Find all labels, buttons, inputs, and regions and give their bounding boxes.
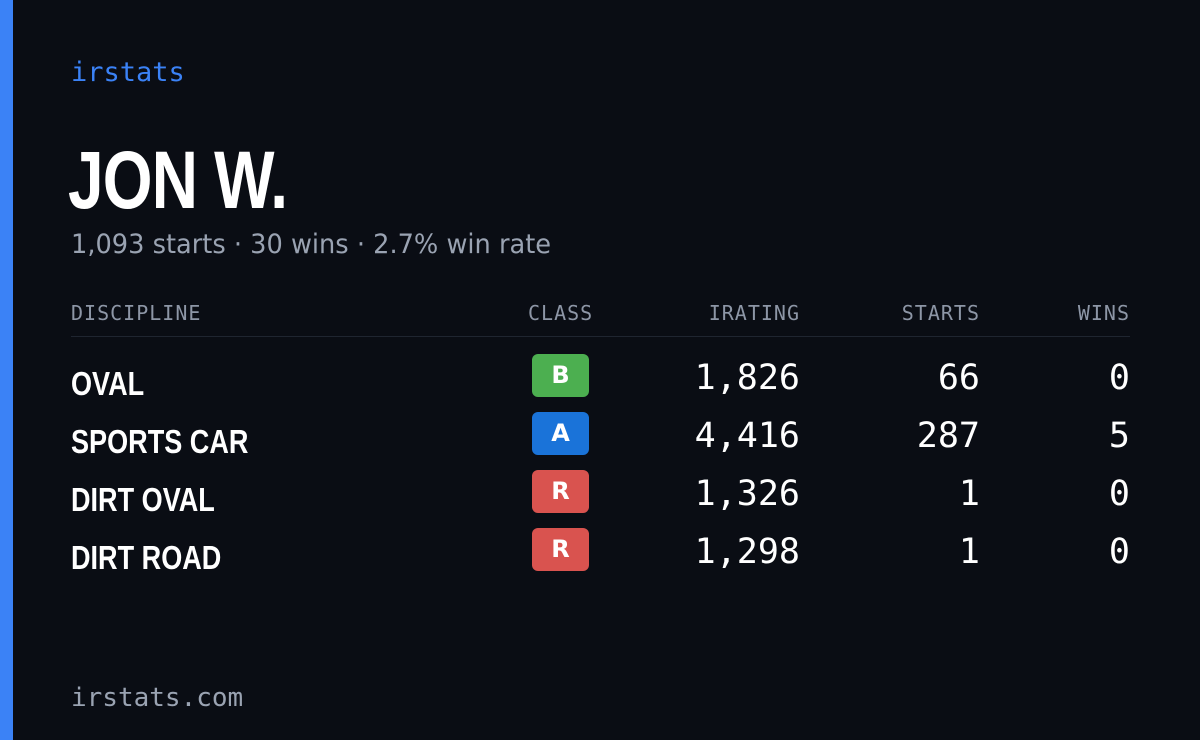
wins-value: 0 (1108, 358, 1130, 398)
table-row: SPORTS CAR A 4,416 287 5 (0, 408, 1200, 466)
irating-value: 1,826 (694, 358, 800, 398)
irating-value: 1,326 (694, 474, 800, 514)
class-badge: R (532, 470, 589, 513)
discipline-label: SPORTS CAR (71, 423, 249, 460)
wins-value: 5 (1108, 416, 1130, 456)
header-divider (71, 336, 1130, 337)
starts-value: 287 (916, 416, 980, 456)
column-header-class: CLASS (528, 301, 594, 325)
discipline-label: DIRT OVAL (71, 481, 215, 518)
column-header-discipline: DISCIPLINE (71, 301, 202, 325)
starts-value: 66 (937, 358, 980, 398)
column-header-wins: WINS (1077, 301, 1130, 325)
wins-value: 0 (1108, 532, 1130, 572)
discipline-label: OVAL (71, 365, 145, 402)
irating-value: 4,416 (694, 416, 800, 456)
class-badge: A (532, 412, 589, 455)
driver-name: JON W. (68, 135, 288, 226)
class-badge: B (532, 354, 589, 397)
footer-url: irstats.com (71, 683, 244, 713)
class-badge: R (532, 528, 589, 571)
discipline-label: DIRT ROAD (71, 539, 222, 576)
wins-value: 0 (1108, 474, 1130, 514)
irating-value: 1,298 (694, 532, 800, 572)
table-row: DIRT ROAD R 1,298 1 0 (0, 524, 1200, 582)
brand-logo-text: irstats (71, 57, 185, 88)
table-row: DIRT OVAL R 1,326 1 0 (0, 466, 1200, 524)
starts-value: 1 (958, 474, 980, 514)
starts-value: 1 (958, 532, 980, 572)
column-header-irating: IRATING (708, 301, 800, 325)
column-header-starts: STARTS (901, 301, 980, 325)
table-row: OVAL B 1,826 66 0 (0, 350, 1200, 408)
accent-bar (0, 0, 13, 740)
driver-summary: 1,093 starts · 30 wins · 2.7% win rate (71, 229, 552, 260)
